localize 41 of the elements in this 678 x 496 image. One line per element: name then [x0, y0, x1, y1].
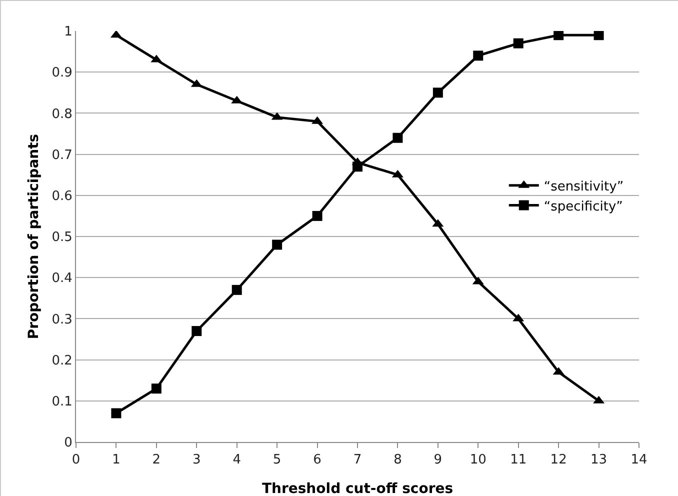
point [312, 210, 322, 221]
y-axis-title: Proportion of participants [26, 134, 42, 340]
legend-label: “specificity” [544, 199, 623, 214]
y-tick-label: 1 [64, 24, 72, 40]
point [272, 240, 282, 250]
point [151, 384, 162, 394]
x-tick-label: 3 [192, 452, 201, 468]
x-tick-label: 4 [232, 452, 241, 468]
point [554, 31, 564, 40]
x-tick-label: 9 [434, 452, 442, 468]
x-tick-label: 12 [550, 452, 567, 468]
x-tick-label: 13 [590, 452, 608, 468]
point [432, 88, 443, 98]
x-tick-label: 5 [272, 452, 282, 468]
y-tick-label: 0.5 [52, 230, 72, 246]
point [473, 50, 484, 61]
y-tick-label: 0.8 [52, 106, 72, 122]
x-tick-label: 1 [112, 452, 120, 468]
x-tick-label: 8 [394, 452, 402, 468]
y-tick-label: 0.3 [52, 312, 72, 328]
point [111, 408, 122, 418]
x-tick-label: 11 [510, 452, 527, 468]
legend-label: “sensitivity” [544, 179, 624, 194]
x-tick-label: 2 [152, 452, 161, 468]
y-tick-label: 0 [64, 436, 72, 451]
point [192, 326, 202, 336]
y-tick-label: 0.6 [52, 188, 72, 204]
point [392, 132, 403, 143]
y-tick-label: 0.9 [52, 66, 72, 81]
point [594, 31, 604, 40]
y-tick-label: 0.4 [52, 271, 72, 286]
x-axis-title: Threshold cut-off scores [262, 481, 454, 496]
point [232, 284, 242, 295]
y-tick-label: 0.7 [52, 148, 72, 163]
y-tick-label: 0.1 [52, 394, 72, 410]
x-tick-label: 14 [630, 452, 648, 468]
point [513, 38, 524, 48]
x-tick-label: 6 [313, 452, 322, 468]
x-tick-label: 7 [353, 452, 362, 468]
x-tick-label: 10 [470, 452, 486, 468]
y-tick-label: 0.2 [52, 353, 72, 368]
